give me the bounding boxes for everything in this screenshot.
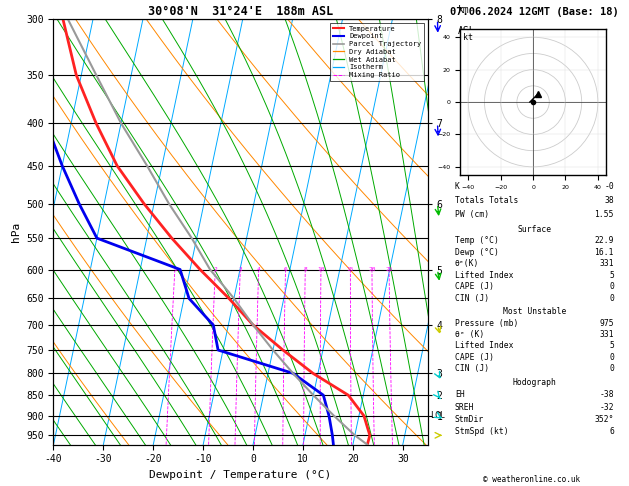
Text: 6: 6 (284, 267, 287, 272)
Text: θᵉ (K): θᵉ (K) (455, 330, 484, 339)
Text: Most Unstable: Most Unstable (503, 307, 566, 316)
Text: © weatheronline.co.uk: © weatheronline.co.uk (483, 474, 580, 484)
Text: 0: 0 (609, 353, 614, 362)
Text: 07.06.2024 12GMT (Base: 18): 07.06.2024 12GMT (Base: 18) (450, 7, 619, 17)
Text: 1.55: 1.55 (594, 210, 614, 219)
Text: 0: 0 (609, 364, 614, 373)
Text: 352°: 352° (594, 415, 614, 424)
Text: Lifted Index: Lifted Index (455, 341, 513, 350)
Text: 0: 0 (609, 282, 614, 291)
Text: Lifted Index: Lifted Index (455, 271, 513, 279)
Text: 22.9: 22.9 (594, 236, 614, 245)
Text: -38: -38 (599, 390, 614, 399)
Text: CAPE (J): CAPE (J) (455, 282, 494, 291)
Text: ASL: ASL (458, 26, 476, 36)
Text: km: km (458, 5, 469, 15)
Text: SREH: SREH (455, 402, 474, 412)
Text: 15: 15 (347, 267, 354, 272)
Text: PW (cm): PW (cm) (455, 210, 489, 219)
Text: kt: kt (464, 34, 474, 42)
Text: -0: -0 (604, 182, 614, 191)
Text: Dewp (°C): Dewp (°C) (455, 248, 499, 257)
Text: 25: 25 (386, 267, 392, 272)
Text: CIN (J): CIN (J) (455, 364, 489, 373)
Text: 0: 0 (609, 294, 614, 302)
Text: Hodograph: Hodograph (513, 378, 556, 387)
Text: 331: 331 (599, 330, 614, 339)
Text: 3: 3 (238, 267, 242, 272)
Text: 5: 5 (609, 271, 614, 279)
Text: 1: 1 (173, 267, 177, 272)
Text: StmSpd (kt): StmSpd (kt) (455, 427, 508, 436)
Text: Totals Totals: Totals Totals (455, 196, 518, 205)
Text: -32: -32 (599, 402, 614, 412)
Text: StmDir: StmDir (455, 415, 484, 424)
Text: θᵉ(K): θᵉ(K) (455, 259, 479, 268)
Text: Temp (°C): Temp (°C) (455, 236, 499, 245)
Text: 4: 4 (257, 267, 260, 272)
Text: CAPE (J): CAPE (J) (455, 353, 494, 362)
Legend: Temperature, Dewpoint, Parcel Trajectory, Dry Adiabat, Wet Adiabat, Isotherm, Mi: Temperature, Dewpoint, Parcel Trajectory… (330, 23, 424, 81)
Text: 6: 6 (609, 427, 614, 436)
Text: Pressure (mb): Pressure (mb) (455, 319, 518, 328)
Text: 38: 38 (604, 196, 614, 205)
Text: 10: 10 (317, 267, 325, 272)
Text: 8: 8 (303, 267, 307, 272)
Title: 30°08'N  31°24'E  188m ASL: 30°08'N 31°24'E 188m ASL (148, 5, 333, 18)
Text: K: K (455, 182, 460, 191)
Text: 20: 20 (368, 267, 376, 272)
Text: CIN (J): CIN (J) (455, 294, 489, 302)
Text: 975: 975 (599, 319, 614, 328)
Y-axis label: hPa: hPa (11, 222, 21, 242)
Text: EH: EH (455, 390, 465, 399)
Text: 331: 331 (599, 259, 614, 268)
X-axis label: Dewpoint / Temperature (°C): Dewpoint / Temperature (°C) (150, 470, 331, 480)
Text: 5: 5 (609, 341, 614, 350)
Text: Surface: Surface (517, 225, 552, 234)
Text: 2: 2 (213, 267, 217, 272)
Text: LCL: LCL (430, 411, 445, 420)
Text: 16.1: 16.1 (594, 248, 614, 257)
